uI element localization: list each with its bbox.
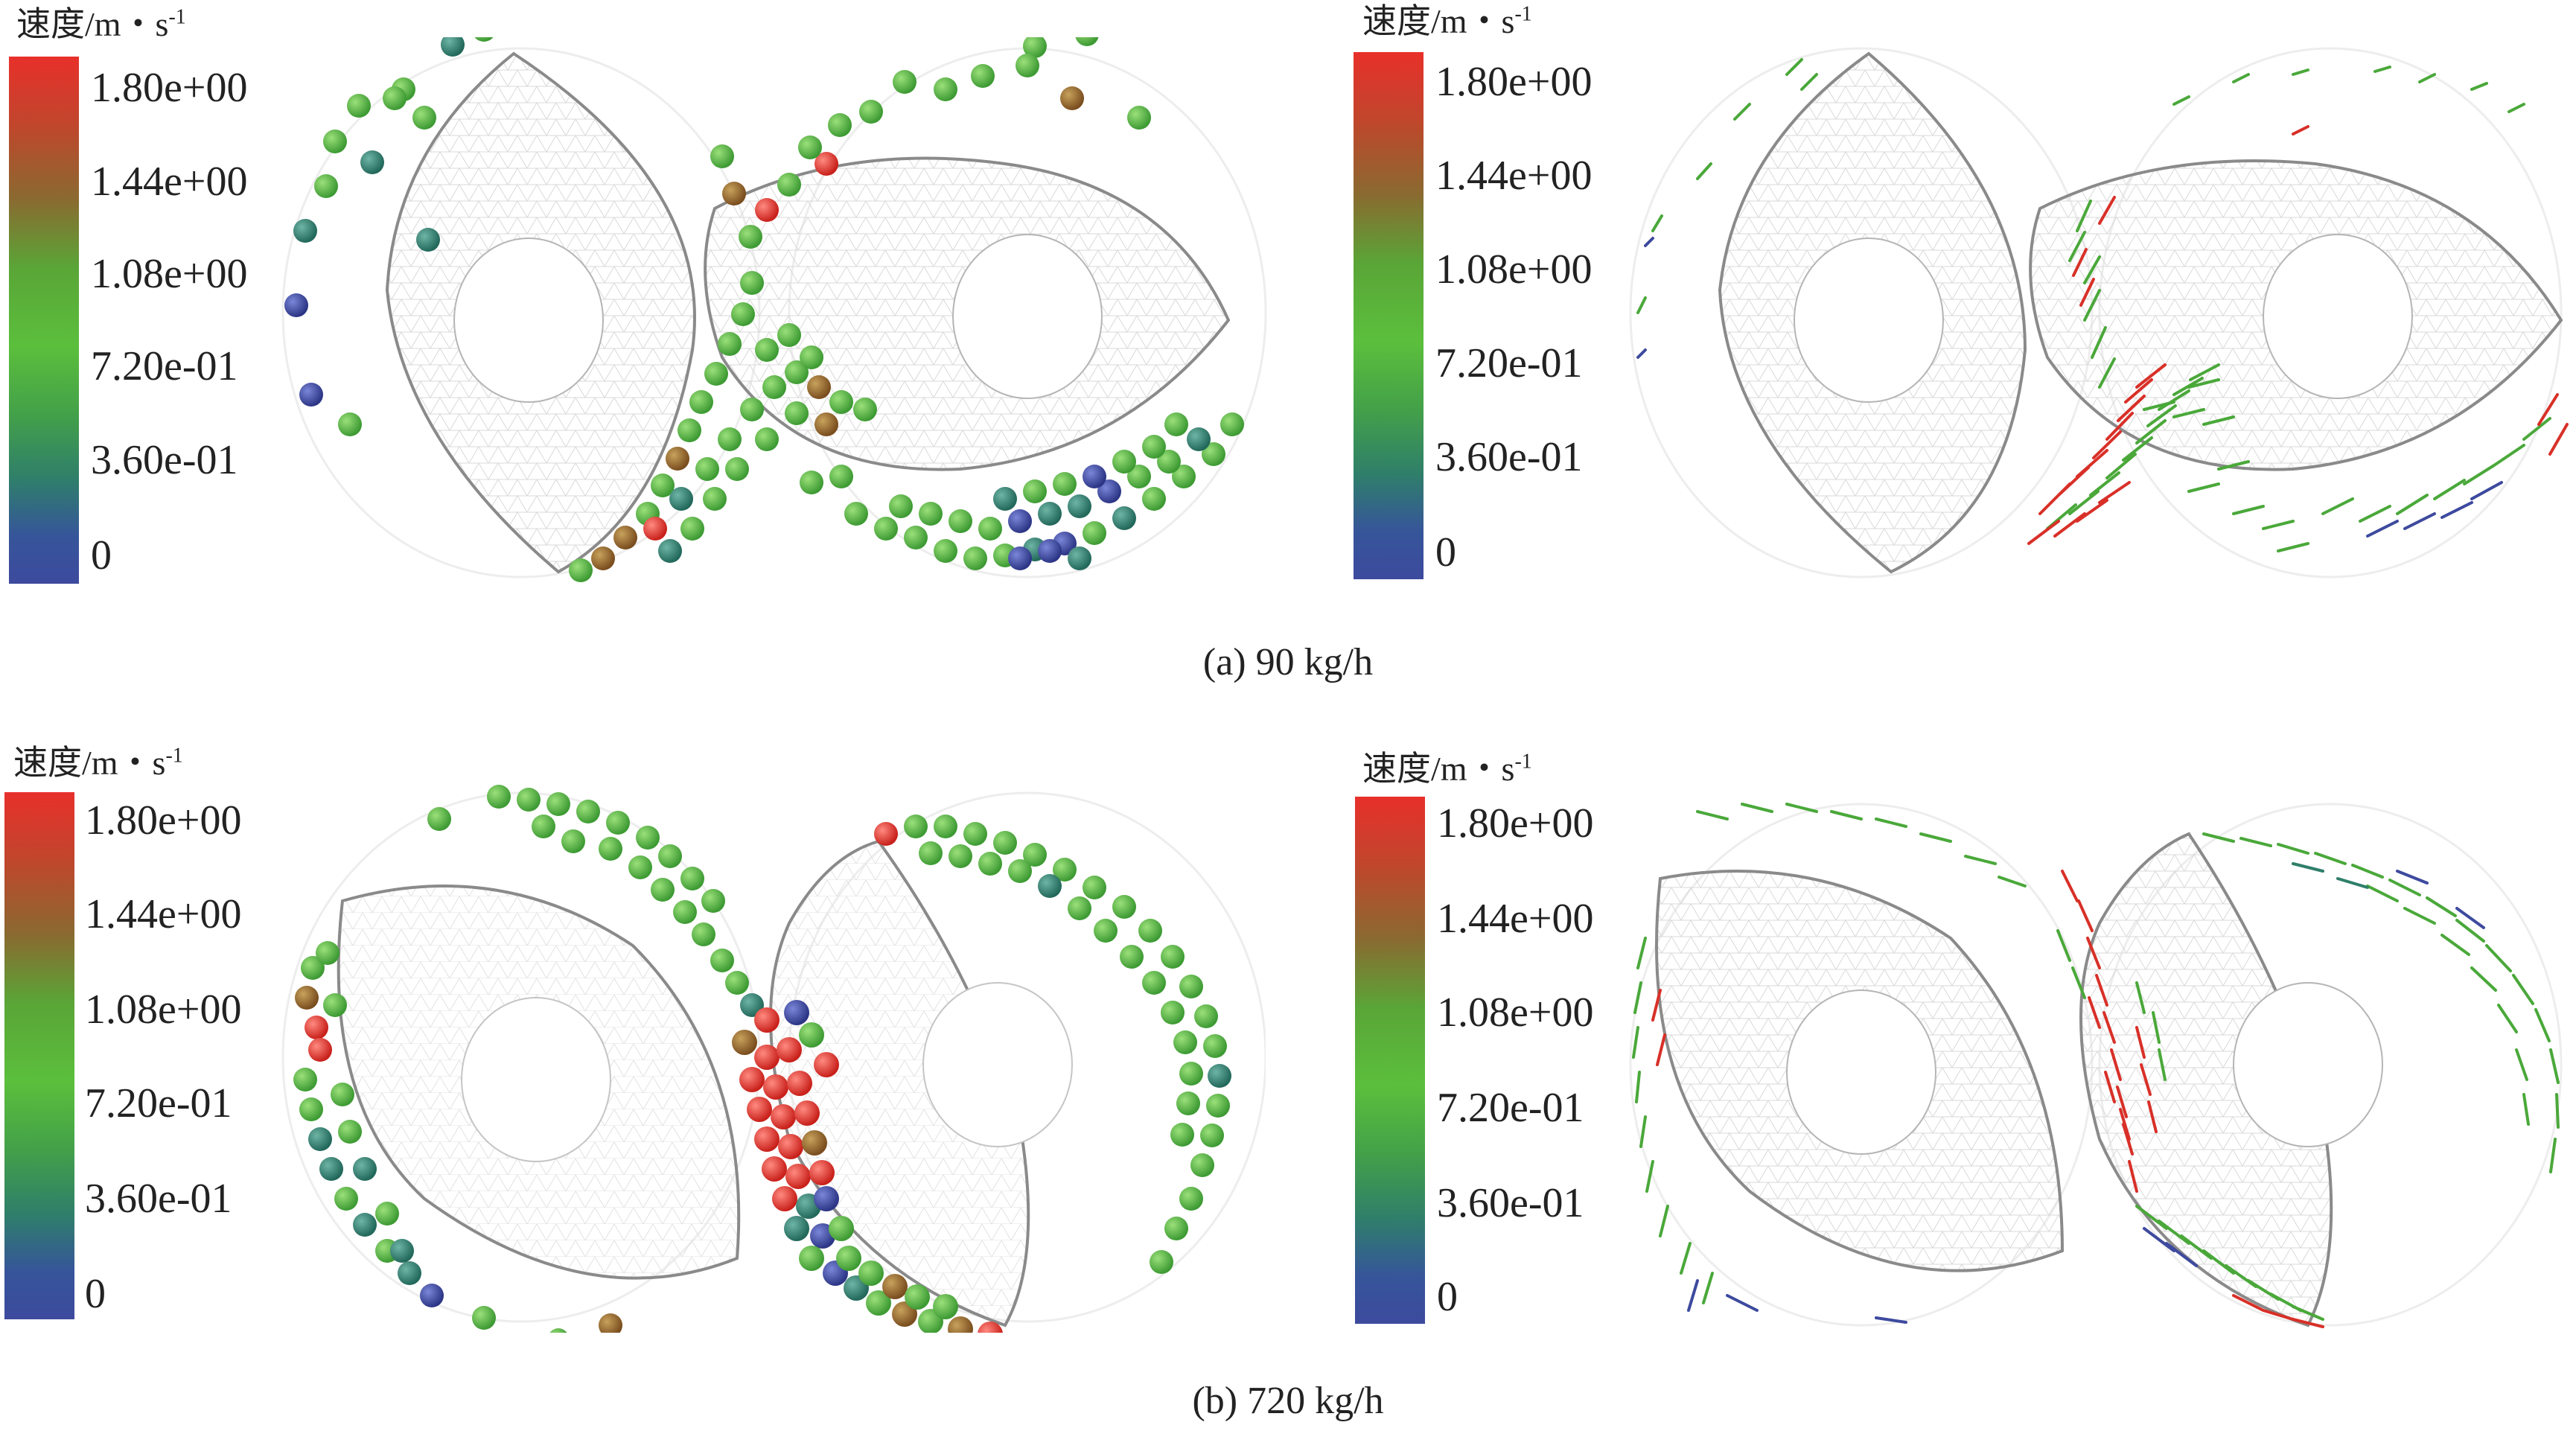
tick-1-08: 1.08e+00 xyxy=(1435,246,1593,293)
legend-title: 速度/m・s-1 xyxy=(1362,742,1532,791)
tick-1-08: 1.08e+00 xyxy=(85,987,242,1033)
panel-a-particles: 速度/m・s-1 1.80e+00 1.44e+00 1.08e+00 7.20… xyxy=(0,0,1281,611)
particle-scene-b xyxy=(281,785,1266,1333)
rotor-right-shaft xyxy=(2263,234,2413,399)
tick-1-44: 1.44e+00 xyxy=(1437,896,1594,942)
legend-title: 速度/m・s-1 xyxy=(16,0,186,46)
legend-title-text: 速度/m・s xyxy=(1362,750,1515,788)
tick-0-36: 3.60e-01 xyxy=(91,437,238,483)
vectors-a xyxy=(1636,58,2569,552)
velocity-colorbar xyxy=(9,57,79,584)
caption-b-text: (b) 720 kg/h xyxy=(1192,1380,1384,1422)
velocity-colorbar xyxy=(4,792,74,1319)
tick-1-44: 1.44e+00 xyxy=(85,891,242,937)
rotor-left-shaft xyxy=(1786,989,1936,1155)
rotor-left-shaft xyxy=(453,238,604,403)
rotor-right-shaft xyxy=(2233,982,2383,1147)
caption-b: (b) 720 kg/h xyxy=(0,1379,2576,1423)
velocity-colorbar xyxy=(1354,52,1424,579)
legend-title-superscript: -1 xyxy=(1514,2,1532,26)
vectors-b xyxy=(1632,803,2560,1328)
panel-b-vectors: 速度/m・s-1 1.80e+00 1.44e+00 1.08e+00 7.20… xyxy=(1340,737,2576,1355)
tick-0-36: 3.60e-01 xyxy=(1437,1180,1584,1226)
tick-0-72: 7.20e-01 xyxy=(1435,340,1583,386)
tick-0-72: 7.20e-01 xyxy=(91,343,238,389)
panel-a-vectors: 速度/m・s-1 1.80e+00 1.44e+00 1.08e+00 7.20… xyxy=(1340,0,2576,611)
particles-a xyxy=(284,37,1244,582)
tick-zero: 0 xyxy=(85,1271,106,1317)
velocity-colorbar xyxy=(1355,797,1425,1324)
rotor-left-shaft xyxy=(461,997,611,1162)
tick-1-44: 1.44e+00 xyxy=(1435,153,1593,199)
tick-1-08: 1.08e+00 xyxy=(1437,989,1594,1036)
legend-title: 速度/m・s-1 xyxy=(13,736,183,785)
tick-zero: 0 xyxy=(1437,1274,1458,1320)
tick-1-80: 1.80e+00 xyxy=(1437,800,1594,847)
tick-0-36: 3.60e-01 xyxy=(1435,434,1583,480)
legend-title: 速度/m・s-1 xyxy=(1362,0,1532,43)
vector-scene-a xyxy=(1629,47,2569,579)
tick-zero: 0 xyxy=(91,532,112,579)
legend-title-text: 速度/m・s xyxy=(13,744,166,782)
legend-title-superscript: -1 xyxy=(168,5,186,29)
tick-1-80: 1.80e+00 xyxy=(85,797,242,844)
legend-title-superscript: -1 xyxy=(1514,750,1532,774)
tick-zero: 0 xyxy=(1435,529,1456,576)
panel-b-particles: 速度/m・s-1 1.80e+00 1.44e+00 1.08e+00 7.20… xyxy=(0,737,1281,1355)
rotor-right-shaft xyxy=(952,234,1103,399)
tick-1-08: 1.08e+00 xyxy=(91,251,248,297)
tick-1-80: 1.80e+00 xyxy=(91,65,248,111)
tick-0-72: 7.20e-01 xyxy=(85,1080,232,1126)
rotor-left-shaft xyxy=(1794,238,1944,403)
vector-scene-b xyxy=(1629,803,2563,1328)
caption-a: (a) 90 kg/h xyxy=(0,640,2576,684)
legend-title-text: 速度/m・s xyxy=(1362,2,1515,40)
legend-title-text: 速度/m・s xyxy=(16,5,169,43)
tick-1-44: 1.44e+00 xyxy=(91,159,248,205)
particle-scene-a xyxy=(281,37,1267,582)
tick-0-36: 3.60e-01 xyxy=(85,1176,232,1222)
legend-title-superscript: -1 xyxy=(165,744,183,768)
tick-0-72: 7.20e-01 xyxy=(1437,1085,1584,1131)
rotor-right-shaft xyxy=(922,982,1073,1147)
particles-b xyxy=(293,785,1231,1333)
tick-1-80: 1.80e+00 xyxy=(1435,59,1593,105)
caption-a-text: (a) 90 kg/h xyxy=(1202,641,1374,683)
